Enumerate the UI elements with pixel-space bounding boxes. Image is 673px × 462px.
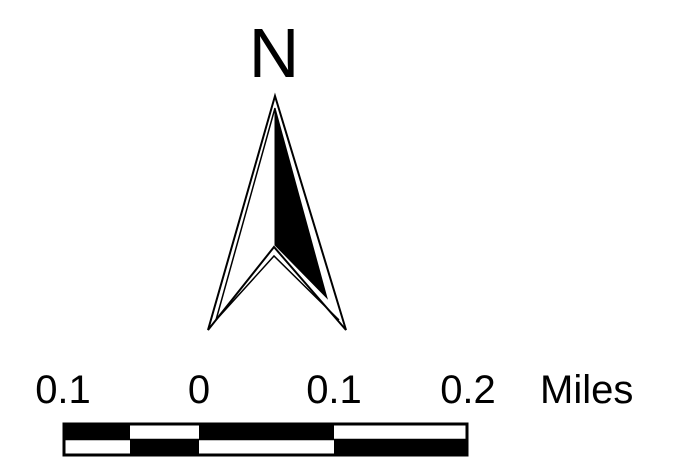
scale-unit-label: Miles [540, 368, 633, 412]
scale-tick-label: 0.2 [440, 368, 496, 412]
scale-bar-segment [130, 440, 199, 455]
scale-bar-segment [334, 440, 467, 455]
scale-tick-label: 0.1 [35, 368, 91, 412]
scale-bar-segment [64, 424, 130, 439]
north-arrow-inner-outline [215, 107, 340, 321]
scale-bar [62, 422, 469, 457]
north-label: N [249, 14, 300, 92]
scale-tick-label: 0.1 [306, 368, 362, 412]
scale-tick-label: 0 [188, 368, 210, 412]
scale-bar-segment [199, 424, 334, 439]
north-arrow-shaded-half [274, 107, 328, 300]
scale-bar-labels: 0.1 0 0.1 0.2 Miles [35, 368, 633, 412]
north-arrow: N [207, 14, 347, 331]
